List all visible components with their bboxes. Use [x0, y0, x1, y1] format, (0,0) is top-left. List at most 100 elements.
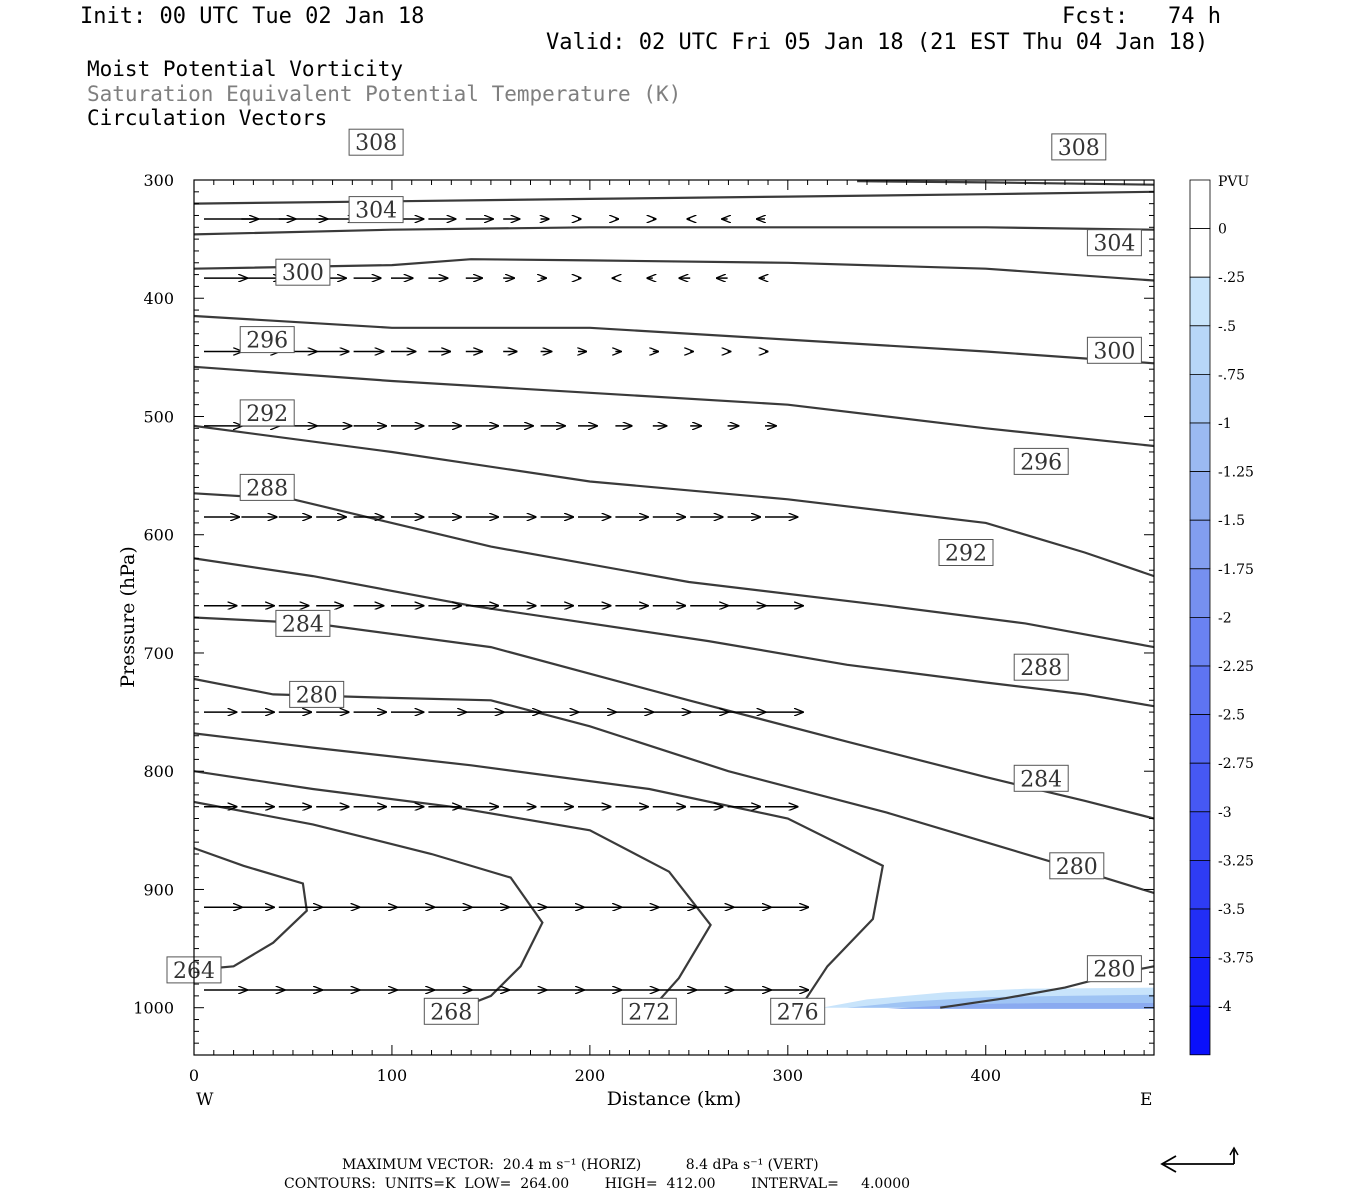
contour-label-text: 308 [355, 131, 397, 156]
x-tick-label: 200 [575, 1066, 606, 1085]
contour-label-box [938, 539, 994, 566]
colorbar-label: -1.75 [1218, 562, 1254, 578]
contour-label: 296 [239, 326, 295, 354]
contour-label-box [1086, 336, 1142, 364]
thetae-contour-line [194, 314, 1154, 365]
contour-label-text: 296 [246, 329, 288, 354]
colorbar-label: -.25 [1218, 270, 1245, 286]
colorbar-label: -2.5 [1218, 708, 1245, 724]
contour-label-box [348, 128, 404, 156]
contour-label-box [1013, 764, 1069, 792]
contour-label-text: 280 [1056, 855, 1098, 880]
thetae-contour-line [194, 190, 1154, 205]
colorbar-label: -3.5 [1218, 902, 1245, 918]
contour-label-text: 300 [282, 261, 324, 286]
y-tick-label: 400 [143, 289, 174, 308]
field-title-thetae: Saturation Equivalent Potential Temperat… [87, 82, 682, 106]
contour-label-text: 308 [1058, 136, 1100, 161]
colorbar-label: -.5 [1218, 319, 1236, 335]
max-vector-note: MAXIMUM VECTOR: 20.4 m s⁻¹ (HORIZ) 8.4 d… [342, 1157, 819, 1173]
contour-label-box [1086, 955, 1142, 983]
contour-label-text: 288 [246, 476, 288, 501]
colorbar-label: -4 [1218, 999, 1232, 1015]
colorbar-label: -3 [1218, 805, 1232, 821]
colorbar-swatch [1189, 860, 1211, 910]
y-axis-label: Pressure (hPa) [117, 546, 139, 688]
contour-label-text: 300 [1093, 339, 1135, 364]
contour-label-box [348, 196, 404, 224]
y-tick-label: 500 [143, 407, 174, 426]
y-tick-label: 900 [143, 880, 174, 899]
thetae-contour-line [194, 677, 1154, 895]
y-tick-label: 300 [143, 171, 174, 190]
colorbar-label: -2 [1218, 610, 1232, 626]
colorbar-label: -3.75 [1218, 951, 1254, 967]
contour-label-text: 276 [777, 1000, 819, 1025]
colorbar-label: -2.25 [1218, 659, 1254, 675]
colorbar-swatch [1189, 276, 1211, 327]
contour-label-box [770, 997, 826, 1025]
contour-label-box [239, 399, 295, 427]
contour-label-box [289, 680, 345, 708]
colorbar-swatch [1189, 617, 1211, 667]
contour-label-text: 304 [1093, 232, 1135, 257]
contour-label: 272 [621, 997, 677, 1025]
contour-label-text: 304 [355, 199, 397, 224]
colorbar-swatch [1189, 422, 1211, 472]
contour-label-box [275, 258, 331, 286]
colorbar-swatch [1189, 519, 1211, 570]
init-time: Init: 00 UTC Tue 02 Jan 18 [80, 4, 425, 29]
colorbar-swatch [1189, 811, 1211, 861]
colorbar-swatch [1189, 665, 1211, 715]
contour-label-text: 272 [628, 1000, 670, 1025]
contour-label-box [1086, 229, 1142, 257]
plot-border [193, 179, 1155, 1056]
x-tick-label: 400 [970, 1066, 1001, 1085]
valid-time: Valid: 02 UTC Fri 05 Jan 18 (21 EST Thu … [546, 30, 1209, 55]
colorbar-label: -1 [1218, 416, 1232, 432]
contour-label-text: 284 [282, 612, 324, 637]
mpv-fill-region [886, 1003, 1154, 1009]
contour-label-text: 268 [430, 1000, 472, 1025]
colorbar-swatch [1189, 471, 1211, 521]
thetae-contour-line [194, 770, 712, 1013]
colorbar-swatch [1189, 325, 1211, 375]
contour-label-text: 292 [246, 402, 288, 427]
contour-label-box [275, 609, 331, 637]
contour-label: 308 [348, 128, 404, 156]
forecast-hour: Fcst: 74 h [1062, 4, 1221, 29]
contour-label-box [1051, 133, 1107, 161]
x-tick-label: 0 [189, 1066, 199, 1085]
contour-label: 308 [1051, 133, 1107, 161]
thetae-contour-line [194, 424, 1154, 578]
max-vector-arrow-icon [1160, 1146, 1239, 1173]
colorbar-swatch [1189, 908, 1211, 958]
field-title-vectors: Circulation Vectors [87, 106, 328, 130]
contour-label: 288 [1013, 653, 1069, 681]
colorbar-label: -.75 [1218, 367, 1245, 383]
colorbar-title: PVU [1218, 174, 1250, 190]
thetae-contour-line [194, 365, 1154, 448]
colorbar-swatch [1189, 714, 1211, 764]
y-tick-label: 600 [143, 526, 174, 545]
plot-frame [193, 179, 1155, 1056]
field-title-mpv: Moist Potential Vorticity [87, 57, 404, 81]
colorbar-swatch [1189, 568, 1211, 618]
contour-label-text: 284 [1020, 767, 1062, 792]
axes: 300 400 500 600 700 800 900 1000 0 100 200 300 400 W E… [117, 171, 1152, 1110]
colorbar-label: 0 [1218, 222, 1227, 238]
contour-label-box [1013, 653, 1069, 681]
contour-label-box [1049, 852, 1105, 880]
thetae-contour-line [194, 557, 1154, 708]
contour-label: 304 [1086, 229, 1142, 257]
x-west-label: W [196, 1090, 214, 1110]
colorbar-swatch [1189, 373, 1211, 424]
pvu-colorbar: PVU 0 -.25 -.5 -.75 -1 -1.25 -1.5 -1.75 -2 -2.25 -2… [1189, 174, 1254, 1056]
contour-label: 300 [1086, 336, 1142, 364]
contour-label-text: 292 [945, 542, 987, 567]
thetae-contour-line [194, 226, 1154, 236]
contour-label-box [239, 473, 295, 501]
circulation-vectors [204, 219, 808, 990]
colorbar-swatch [1189, 228, 1211, 278]
